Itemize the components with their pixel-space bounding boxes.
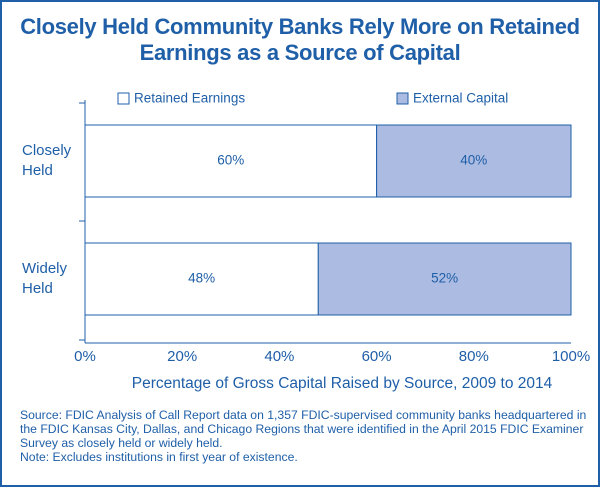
x-tick-label: 100% xyxy=(552,348,590,365)
legend-label: Retained Earnings xyxy=(134,91,245,106)
chart-title: Closely Held Community Banks Rely More o… xyxy=(20,14,580,65)
bar-segment xyxy=(84,124,378,198)
legend-swatch xyxy=(396,92,409,105)
x-tick-label: 60% xyxy=(362,348,392,365)
value-label: 40% xyxy=(460,153,487,168)
value-label: 48% xyxy=(188,271,215,286)
bar-segment xyxy=(84,242,319,316)
category-label: Widely Held xyxy=(22,260,68,297)
x-tick-label: 40% xyxy=(264,348,294,365)
legend-swatch xyxy=(117,92,130,105)
x-tick-label: 20% xyxy=(167,348,197,365)
category-label: Closely Held xyxy=(22,142,72,179)
x-axis-label: Percentage of Gross Capital Raised by So… xyxy=(132,375,553,392)
x-tick-label: 0% xyxy=(74,348,96,365)
note: Note: Excludes institutions in first yea… xyxy=(20,450,298,464)
value-label: 52% xyxy=(431,271,458,286)
source: Source: FDIC Analysis of Call Report dat… xyxy=(20,408,587,450)
legend-label: External Capital xyxy=(413,91,508,106)
bar-segment xyxy=(376,124,572,198)
bar-segment xyxy=(317,242,572,316)
value-label: 60% xyxy=(217,153,244,168)
x-tick-label: 80% xyxy=(459,348,489,365)
